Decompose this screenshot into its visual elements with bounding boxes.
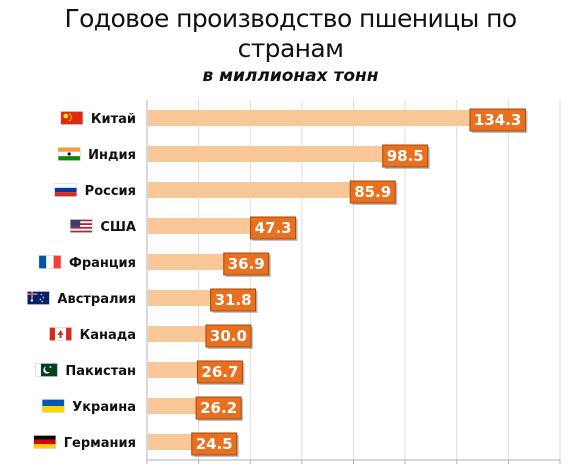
chart-title-line-1: Годовое производство пшеницы по [64, 4, 517, 33]
data-label: 24.5 [196, 435, 233, 453]
data-label: 47.3 [255, 219, 292, 237]
chart-title: Годовое производство пшеницы по странам [0, 4, 581, 64]
chart-subtitle: в миллионах тонн [202, 66, 379, 86]
data-label: 98.5 [387, 147, 424, 165]
germany-flag-icon [33, 435, 56, 449]
usa-flag-icon [70, 219, 93, 233]
data-label-box [195, 396, 242, 420]
bar-2 [148, 146, 402, 162]
data-label-box [349, 180, 396, 204]
data-label-box [210, 288, 257, 312]
category-label: Украина [72, 400, 136, 415]
data-label-box [382, 144, 429, 168]
data-label: 26.7 [201, 363, 238, 381]
data-label: 26.2 [200, 399, 237, 417]
data-label-box [469, 108, 526, 132]
category-label: Пакистан [65, 364, 136, 379]
china-flag-icon [60, 111, 84, 125]
bar-7 [148, 326, 225, 342]
bar-1 [148, 110, 494, 126]
pakistan-flag-icon [35, 363, 58, 377]
ukraine-flag-icon [41, 399, 65, 413]
data-label: 134.3 [474, 111, 521, 129]
bar-3 [148, 182, 369, 198]
data-label-box [205, 324, 252, 348]
data-label-box [191, 432, 238, 456]
bar-4 [148, 218, 270, 234]
category-label: Индия [88, 148, 136, 163]
france-flag-icon [38, 255, 62, 269]
category-label: Франция [69, 256, 136, 271]
category-label: Германия [64, 436, 136, 451]
data-label-box [223, 252, 270, 276]
bar-5 [148, 254, 243, 270]
data-label-box [250, 216, 297, 240]
australia-flag-icon [27, 291, 50, 305]
bar-6 [148, 290, 230, 306]
india-flag-icon [57, 147, 81, 161]
data-label: 36.9 [228, 255, 265, 273]
data-label: 85.9 [354, 183, 391, 201]
data-label: 31.8 [215, 291, 252, 309]
russia-flag-icon [54, 183, 77, 197]
category-label: Китай [91, 112, 136, 127]
category-label: США [100, 220, 136, 235]
category-label: Россия [85, 184, 136, 199]
category-label: Канада [80, 328, 136, 343]
data-label: 30.0 [210, 327, 247, 345]
canada-flag-icon [49, 327, 72, 341]
chart-title-line-2: странам [237, 34, 344, 63]
category-label: Австралия [57, 292, 136, 307]
data-label-box [196, 360, 243, 384]
